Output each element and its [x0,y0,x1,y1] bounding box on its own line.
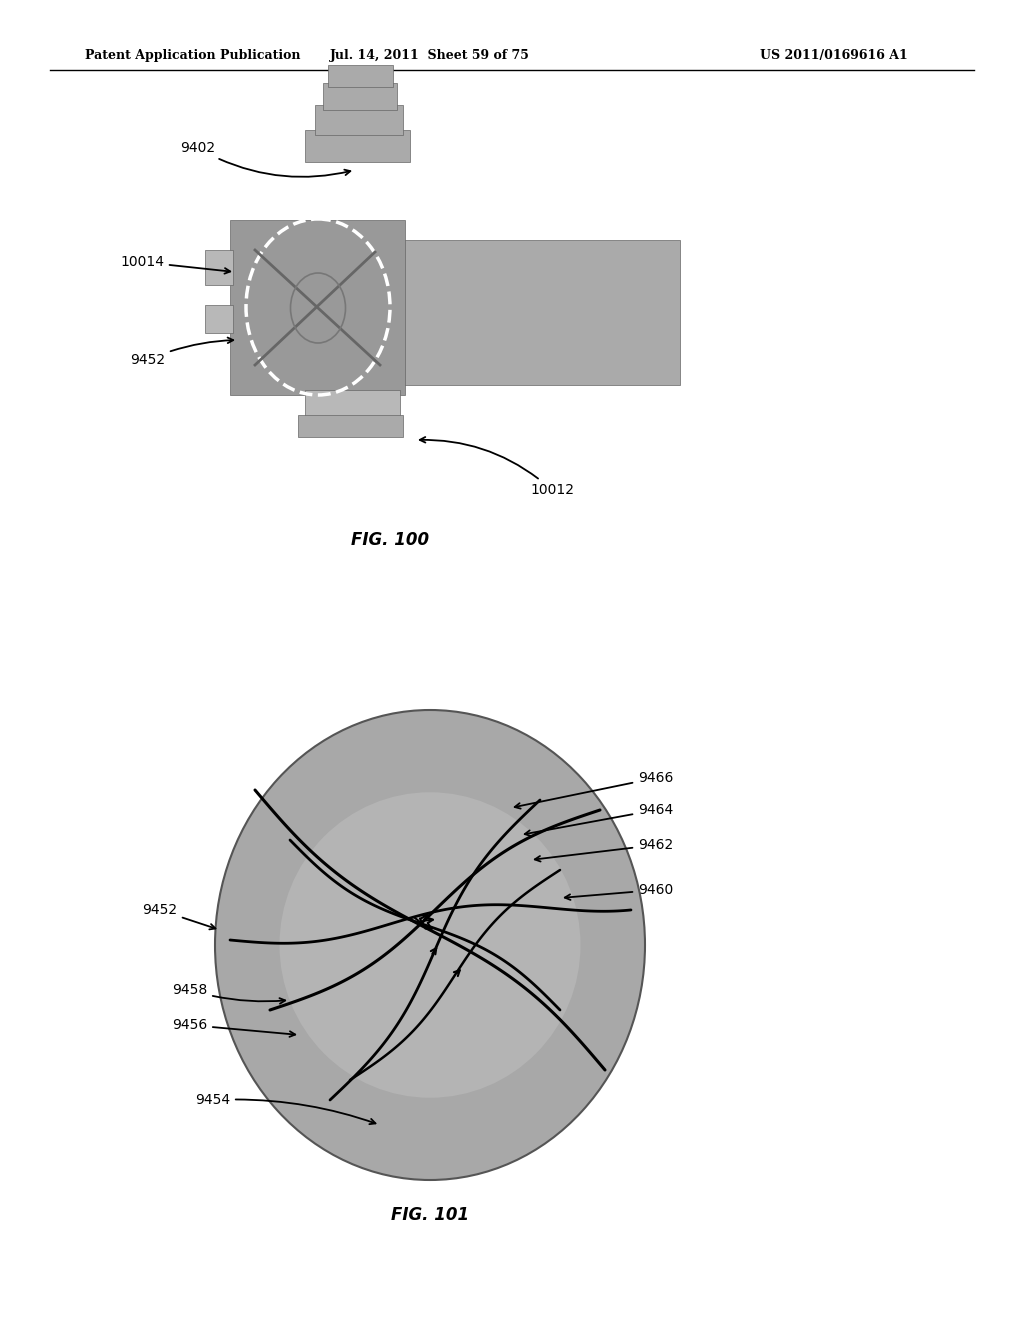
Text: FIG. 100: FIG. 100 [351,531,429,549]
Bar [323,83,397,110]
Bar [305,129,410,162]
Bar [298,414,403,437]
Ellipse shape [280,792,581,1098]
Text: Jul. 14, 2011  Sheet 59 of 75: Jul. 14, 2011 Sheet 59 of 75 [330,49,530,62]
Bar [305,389,400,420]
Text: 10014: 10014 [120,255,230,273]
Text: Patent Application Publication: Patent Application Publication [85,49,300,62]
Text: 10012: 10012 [420,437,574,498]
Text: 9402: 9402 [180,141,350,177]
Bar [290,240,680,385]
Ellipse shape [215,710,645,1180]
Text: 9458: 9458 [172,983,286,1003]
Bar [230,220,406,395]
Text: 9460: 9460 [565,883,673,900]
Text: 9452: 9452 [130,338,233,367]
Bar [205,249,233,285]
Text: 9456: 9456 [172,1018,295,1036]
Text: 9452: 9452 [142,903,215,929]
Bar [328,65,393,87]
Text: FIG. 101: FIG. 101 [391,1206,469,1224]
Text: 9466: 9466 [515,771,674,809]
Bar [205,305,233,333]
Bar [315,106,403,135]
Text: 9454: 9454 [195,1093,376,1125]
Text: 9462: 9462 [535,838,673,862]
Text: US 2011/0169616 A1: US 2011/0169616 A1 [760,49,907,62]
Text: 9464: 9464 [524,803,673,836]
